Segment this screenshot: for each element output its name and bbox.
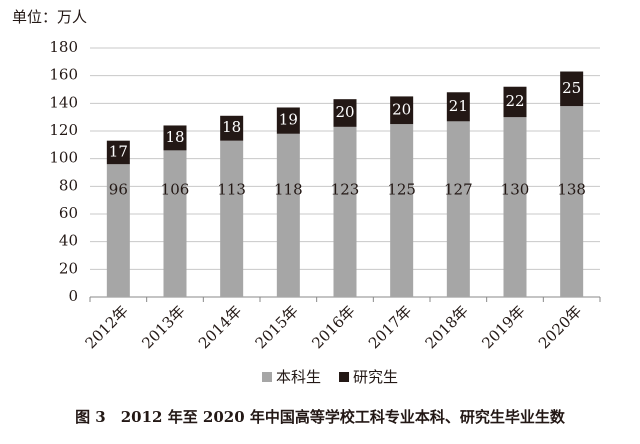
data-label: 22: [505, 92, 524, 110]
x-tick-label: 2016年: [308, 302, 358, 352]
bar-segment: [390, 96, 414, 125]
bar-segment: [163, 150, 187, 297]
y-tick-label: 0: [68, 287, 78, 305]
bar-segment: [446, 92, 470, 122]
bar-segment: [106, 140, 130, 165]
data-label: 113: [217, 180, 246, 198]
bar-segment: [220, 115, 244, 141]
y-tick-label: 120: [49, 121, 78, 139]
y-tick-label: 40: [59, 232, 78, 250]
bar-segment: [503, 86, 527, 118]
data-label: 127: [444, 180, 473, 198]
data-label: 138: [557, 180, 586, 198]
data-label: 96: [109, 180, 128, 198]
data-label: 20: [392, 100, 411, 118]
chart-title: 图 3 2012 年至 2020 年中国高等学校工科专业本科、研究生毕业生数: [75, 408, 566, 426]
legend-label: 本科生: [276, 368, 321, 386]
bar-segment: [333, 126, 357, 297]
data-label: 25: [562, 79, 581, 97]
bar-segment: [106, 164, 130, 297]
bar-segment: [560, 106, 584, 297]
x-tick-label: 2014年: [195, 302, 245, 352]
bar-segment: [276, 133, 300, 297]
y-tick-label: 180: [49, 38, 78, 56]
y-tick-label: 160: [49, 66, 78, 84]
bar-segment: [390, 124, 414, 297]
data-label: 123: [331, 180, 360, 198]
bar-segment: [503, 117, 527, 298]
y-axis-label: 单位：万人: [12, 8, 87, 26]
x-tick-label: 2019年: [478, 302, 528, 352]
legend-swatch: [339, 372, 350, 382]
data-label: 20: [335, 103, 354, 121]
y-tick-label: 80: [59, 176, 78, 194]
bar-segment: [333, 99, 357, 127]
y-tick-label: 20: [59, 259, 78, 277]
data-label: 130: [501, 180, 530, 198]
x-tick-label: 2013年: [138, 302, 188, 352]
bar-segment: [560, 71, 584, 107]
x-tick-label: 2018年: [422, 302, 472, 352]
data-label: 17: [109, 142, 128, 160]
bar-segment: [163, 125, 187, 151]
data-label: 18: [165, 128, 184, 146]
bar-segment: [276, 107, 300, 134]
data-label: 125: [387, 180, 416, 198]
data-label: 106: [161, 180, 190, 198]
y-tick-label: 60: [59, 204, 78, 222]
data-label: 118: [274, 180, 303, 198]
legend-swatch: [262, 372, 272, 382]
x-tick-label: 2012年: [82, 302, 132, 352]
x-tick-label: 2020年: [535, 302, 585, 352]
data-label: 19: [279, 111, 298, 129]
x-tick-label: 2017年: [365, 302, 415, 352]
x-tick-label: 2015年: [252, 302, 302, 352]
legend-label: 研究生: [353, 368, 398, 386]
y-tick-label: 140: [49, 93, 78, 111]
data-label: 21: [449, 97, 468, 115]
bar-segment: [220, 140, 244, 297]
data-label: 18: [222, 118, 241, 136]
y-tick-label: 100: [49, 149, 78, 167]
bar-segment: [446, 121, 470, 297]
